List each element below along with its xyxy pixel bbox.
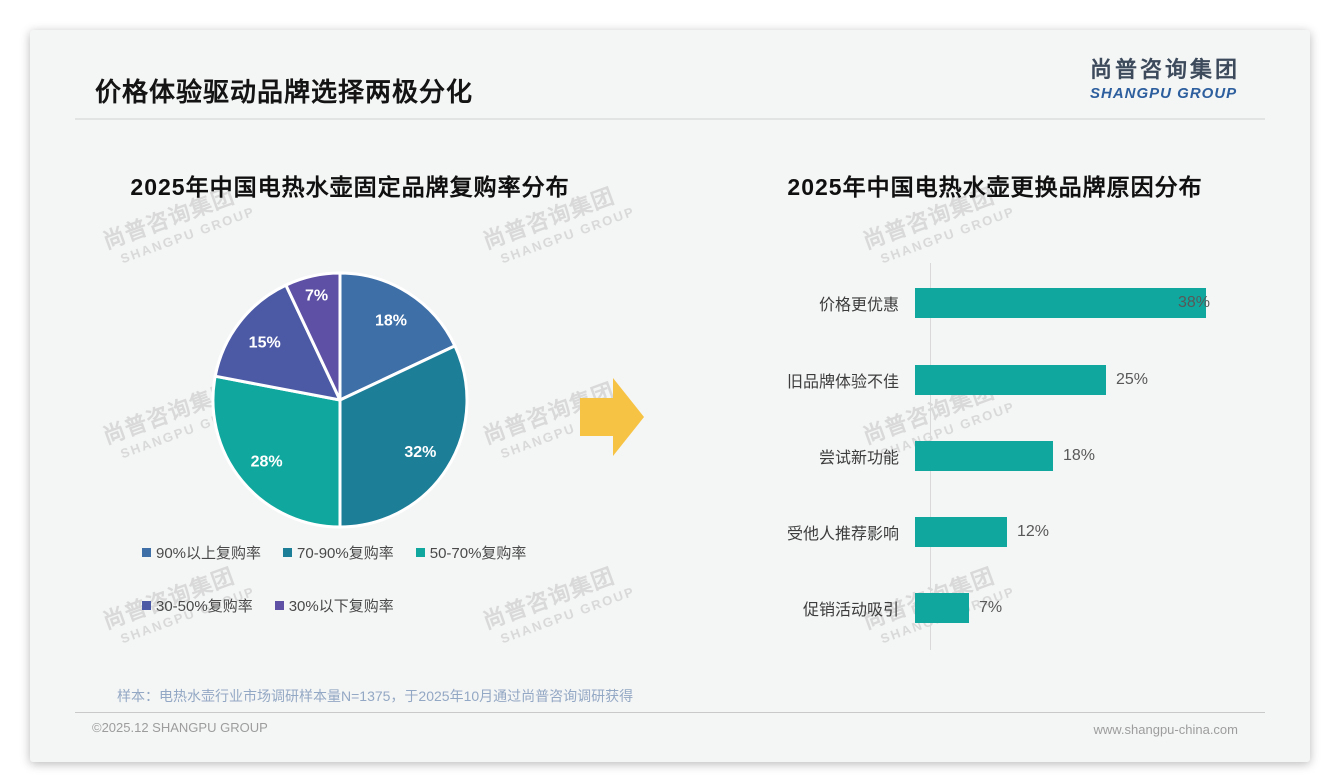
footer-website: www.shangpu-china.com: [1093, 722, 1238, 737]
bar: [915, 517, 1007, 547]
legend-item: 90%以上复购率: [142, 542, 261, 563]
bar-category-label: 促销活动吸引: [802, 602, 899, 619]
pie-legend-row-1: 90%以上复购率 70-90%复购率 50-70%复购率: [142, 542, 526, 563]
pie-slice-18%: [338, 271, 457, 402]
bar: [915, 288, 1206, 318]
legend-label: 30-50%复购率: [156, 598, 253, 615]
pie-chart-title: 2025年中国电热水壶固定品牌复购率分布: [130, 174, 570, 200]
footer-copyright: ©2025.12 SHANGPU GROUP: [92, 720, 268, 735]
bar-value-label: 38%: [1178, 294, 1211, 311]
bar-row: 受他人推荐影响 12%: [690, 517, 1049, 547]
bar: [915, 441, 1053, 471]
bar-value-label: 25%: [1116, 371, 1149, 388]
slide-card: 尚普咨询集团 SHANGPU GROUP 尚普咨询集团 SHANGPU GROUP 尚普…: [30, 30, 1310, 762]
legend-marker: [142, 601, 151, 610]
right-arrow-icon: [580, 378, 644, 456]
legend-label: 50-70%复购率: [429, 545, 527, 562]
bar-category-label: 旧品牌体验不佳: [786, 374, 899, 391]
bar-value-label: 7%: [979, 599, 1003, 616]
legend-item: 70-90%复购率: [283, 542, 394, 563]
pie-slice-28%: [211, 374, 342, 529]
header-divider: [75, 118, 1265, 120]
pie-slice-label: 15%: [249, 335, 281, 352]
pie-legend-row-2: 30-50%复购率 30%以下复购率: [142, 595, 394, 616]
logo-english-text: SHANGPU GROUP: [1089, 85, 1238, 102]
bar-row: 价格更优惠 38%: [690, 288, 1210, 318]
legend-label: 90%以上复购率: [156, 545, 262, 562]
pie-slice-label: 28%: [251, 454, 283, 471]
legend-label: 30%以下复购率: [288, 598, 394, 615]
legend-marker: [415, 548, 425, 557]
company-logo: 尚普咨询集团 SHANGPU GROUP: [1090, 52, 1240, 102]
pie-slice-label: 18%: [375, 313, 407, 330]
legend-item: 50-70%复购率: [415, 542, 527, 563]
bar-row: 旧品牌体验不佳 25%: [690, 365, 1148, 395]
bar-value-label: 12%: [1017, 523, 1050, 540]
bar: [915, 365, 1106, 395]
pie-slice-32%: [338, 344, 469, 529]
bar-chart-title: 2025年中国电热水壶更换品牌原因分布: [787, 174, 1203, 200]
content-layer: 价格体验驱动品牌选择两极分化 尚普咨询集团 SHANGPU GROUP 2025…: [30, 30, 1310, 762]
pie-slice-15%: [213, 283, 342, 402]
footer-divider: [75, 712, 1265, 713]
legend-marker: [283, 548, 293, 557]
pie-slice-label: 7%: [305, 288, 328, 305]
bar-value-label: 18%: [1063, 447, 1096, 464]
bar-row: 促销活动吸引 7%: [690, 593, 1002, 623]
pie-chart: 18% 32% 28% 15% 7%: [211, 271, 469, 529]
logo-chinese-text: 尚普咨询集团: [1089, 57, 1240, 82]
bar-row: 尝试新功能 18%: [690, 441, 1095, 471]
legend-label: 70-90%复购率: [297, 545, 394, 562]
pie-slice-label: 32%: [404, 444, 436, 461]
legend-item: 30%以下复购率: [274, 595, 394, 616]
page-title: 价格体验驱动品牌选择两极分化: [95, 77, 474, 107]
bar: [915, 593, 969, 623]
bar-category-label: 受他人推荐影响: [786, 526, 899, 543]
legend-marker: [142, 548, 151, 557]
legend-marker: [274, 601, 284, 610]
sample-note: 样本：电热水壶行业市场调研样本量N=1375，于2025年10月通过尚普咨询调研…: [117, 688, 634, 704]
bar-category-label: 尝试新功能: [818, 450, 899, 467]
pie-slice-7%: [284, 271, 342, 402]
bar-category-label: 价格更优惠: [818, 297, 899, 314]
legend-item: 30-50%复购率: [142, 595, 253, 616]
